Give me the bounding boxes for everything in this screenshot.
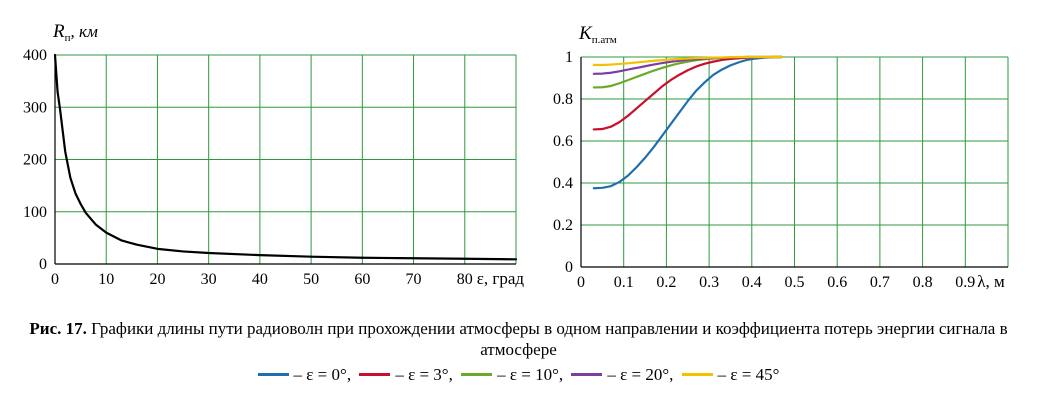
x-tick-label: 40 <box>252 271 268 288</box>
x-tick-label: 10 <box>98 271 114 288</box>
legend-swatch <box>571 373 603 376</box>
y-tick-label: 0.6 <box>553 133 573 150</box>
series-line-2 <box>592 55 783 131</box>
x-tick-label: 0 <box>51 271 59 288</box>
y-tick-label: 1 <box>565 49 573 66</box>
chart-2: 0 0.1 0.2 0.3 0.4 0.5 0.6 0.7 0.8 0.9 0 0.2 0.4 0.6 0.… <box>553 23 1009 291</box>
x-tick-label: 20 <box>149 271 165 288</box>
legend-swatch <box>359 373 391 376</box>
legend-item: – ε = 3°, <box>359 364 453 385</box>
caption-label: Рис. 17. <box>29 319 87 338</box>
legend: – ε = 0°, – ε = 3°, – ε = 10°, – ε = 20°… <box>0 360 1037 385</box>
legend-item: – ε = 0°, <box>257 364 352 385</box>
x-tick-label: 30 <box>201 271 217 288</box>
legend-label: – ε = 10°, <box>497 365 564 384</box>
x-tick-label: 0.7 <box>870 274 890 291</box>
legend-label: – ε = 20°, <box>607 365 674 384</box>
legend-label: – ε = 0°, <box>293 365 352 384</box>
series-line-5 <box>592 55 783 67</box>
y-tick-label: 300 <box>23 99 47 116</box>
legend-item: – ε = 45° <box>681 364 780 385</box>
x-tick-label: 0.2 <box>656 274 676 291</box>
legend-item: – ε = 10°, <box>461 364 563 385</box>
y-tick-label: 0.4 <box>553 175 573 192</box>
y-tick-label: 0 <box>565 259 573 276</box>
chart-1: 0 10 20 30 40 50 60 70 80 0 100 200 300 400 ε, град Rп,… <box>23 21 524 288</box>
legend-item: – ε = 20°, <box>571 364 673 385</box>
x-tick-label: 80 <box>457 271 473 288</box>
y-axis-label: Rп, км <box>52 21 98 44</box>
y-tick-label: 0 <box>39 256 47 273</box>
legend-swatch <box>681 373 713 376</box>
x-tick-label: 0.6 <box>827 274 847 291</box>
legend-label: – ε = 3°, <box>395 365 453 384</box>
y-axis-label: Kп.атм <box>578 23 617 46</box>
legend-swatch <box>257 373 289 376</box>
x-tick-label: 70 <box>406 271 422 288</box>
y-tick-label: 0.8 <box>553 91 573 108</box>
x-tick-label: 0.8 <box>913 274 933 291</box>
y-tick-label: 200 <box>23 152 47 169</box>
x-tick-label: 0.4 <box>742 274 762 291</box>
series-line-3 <box>592 55 783 89</box>
x-tick-label: 60 <box>354 271 370 288</box>
series-line-1 <box>53 53 518 261</box>
caption-text: Графики длины пути радиоволн при прохожд… <box>86 319 1008 359</box>
x-tick-label: 0.5 <box>785 274 805 291</box>
legend-label: – ε = 45° <box>717 365 780 384</box>
y-tick-label: 100 <box>23 204 47 221</box>
series-line-1 <box>592 55 783 190</box>
x-axis-label: λ, м <box>977 272 1005 291</box>
x-axis-label: ε, град <box>477 269 525 288</box>
figure-caption: Рис. 17. Графики длины пути радиоволн пр… <box>0 318 1037 360</box>
x-tick-label: 0.3 <box>699 274 719 291</box>
y-tick-label: 0.2 <box>553 217 573 234</box>
x-tick-label: 50 <box>303 271 319 288</box>
x-tick-label: 0.1 <box>614 274 634 291</box>
y-tick-label: 400 <box>23 47 47 64</box>
legend-swatch <box>461 373 493 376</box>
x-tick-label: 0.9 <box>955 274 975 291</box>
x-tick-label: 0 <box>577 274 585 291</box>
